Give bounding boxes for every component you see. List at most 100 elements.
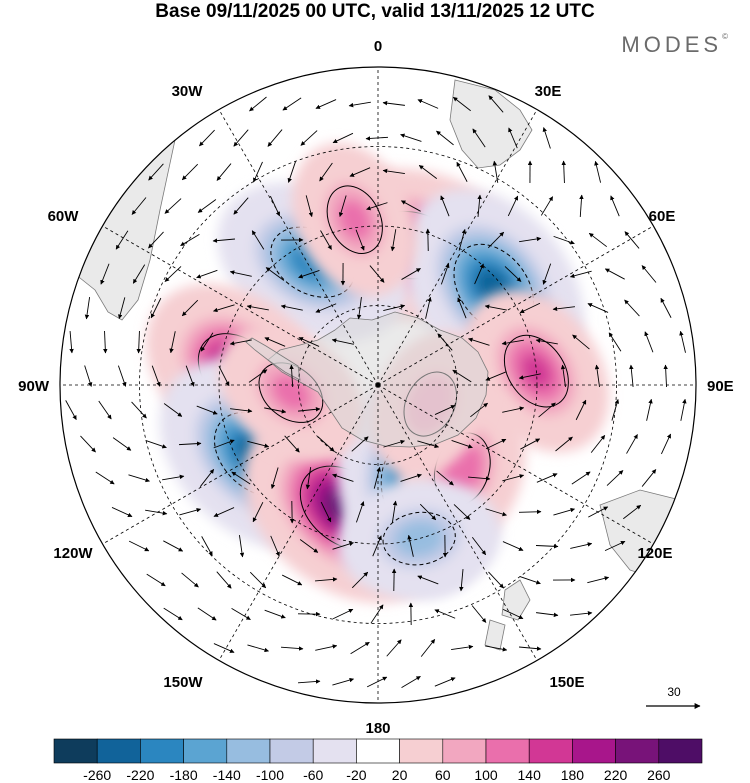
wind-vector bbox=[315, 644, 338, 651]
wind-vector bbox=[680, 398, 687, 421]
wind-vector bbox=[519, 236, 542, 243]
wind-vector bbox=[213, 304, 235, 313]
wind-vector bbox=[660, 297, 672, 318]
wind-vector bbox=[180, 233, 200, 247]
wind-vector bbox=[216, 571, 232, 589]
lon-label-0: 0 bbox=[374, 38, 382, 55]
wind-vector bbox=[485, 371, 507, 381]
wind-vector bbox=[300, 130, 318, 146]
wind-vector bbox=[350, 641, 370, 655]
wind-vector bbox=[199, 129, 215, 147]
wind-vector bbox=[570, 611, 593, 616]
colorbar-tick-label: -20 bbox=[346, 767, 366, 783]
wind-vector bbox=[542, 127, 551, 149]
wind-vector bbox=[401, 268, 421, 280]
wind-vector bbox=[519, 646, 542, 651]
wind-vector bbox=[213, 507, 235, 517]
wind-vector bbox=[370, 604, 384, 624]
colorbar: -260 -220 -180 -140 -100 -60 -20 20 60 100 140 180 2… bbox=[53, 738, 703, 783]
wind-vector bbox=[679, 330, 686, 353]
wind-vector bbox=[80, 435, 96, 453]
wind-vector bbox=[355, 229, 365, 251]
wind-vector bbox=[284, 435, 300, 453]
wind-vector bbox=[468, 476, 491, 481]
colorbar-swatch bbox=[658, 738, 703, 764]
wind-vector bbox=[372, 535, 382, 557]
wind-vector bbox=[434, 609, 456, 619]
wind-vector bbox=[456, 161, 468, 182]
wind-vector bbox=[383, 439, 405, 448]
wind-vector bbox=[213, 439, 235, 449]
wind-vector bbox=[425, 296, 432, 319]
wind-vector bbox=[588, 232, 608, 248]
wind-vector bbox=[332, 473, 354, 482]
wind-vector bbox=[84, 297, 91, 320]
wind-vector bbox=[502, 608, 524, 620]
wind-vector bbox=[535, 338, 558, 345]
colorbar-swatch bbox=[312, 738, 357, 764]
wind-vector bbox=[128, 540, 150, 552]
wind-vectors bbox=[65, 95, 687, 688]
new-zealand-landmass bbox=[484, 579, 531, 651]
wind-vector bbox=[434, 677, 456, 687]
wind-vector bbox=[251, 230, 265, 250]
wind-vector bbox=[351, 436, 369, 452]
wind-vector bbox=[437, 333, 453, 351]
wind-vector bbox=[178, 441, 202, 446]
wind-vector bbox=[535, 544, 559, 549]
wind-vector bbox=[299, 539, 319, 553]
colorbar-swatch bbox=[96, 738, 141, 764]
wind-vector bbox=[623, 504, 642, 520]
meridian-line bbox=[377, 109, 538, 386]
wind-vector bbox=[561, 160, 566, 184]
wind-vector bbox=[518, 509, 542, 515]
wind-vector bbox=[213, 643, 235, 653]
wind-vector bbox=[265, 267, 285, 281]
wind-vector bbox=[118, 297, 126, 320]
wind-vector bbox=[281, 574, 303, 586]
wind-vector bbox=[400, 133, 422, 142]
wind-vector bbox=[519, 302, 541, 314]
wind-vector bbox=[373, 466, 381, 489]
wind-vector bbox=[571, 471, 591, 485]
colorbar-tick-label: 60 bbox=[435, 767, 451, 783]
lon-label-90e: 90E bbox=[707, 378, 734, 395]
wind-vector bbox=[502, 406, 525, 413]
wind-vector bbox=[169, 331, 176, 354]
wind-vector bbox=[128, 474, 150, 483]
wind-vector bbox=[115, 230, 129, 250]
wind-vector bbox=[146, 573, 166, 587]
wind-vector bbox=[553, 235, 575, 245]
wind-vector bbox=[390, 229, 397, 252]
wind-vector bbox=[269, 195, 281, 217]
wind-vector bbox=[248, 369, 268, 383]
wind-vector bbox=[472, 128, 486, 148]
wind-vector bbox=[587, 576, 610, 584]
wind-vector bbox=[660, 433, 672, 455]
wind-vector bbox=[229, 270, 252, 277]
wind-vector bbox=[212, 238, 235, 243]
vector-reference-key: 30 bbox=[646, 685, 701, 709]
wind-vector bbox=[485, 438, 507, 450]
wind-vector bbox=[590, 435, 606, 453]
wind-vector bbox=[112, 437, 132, 451]
wind-vector bbox=[131, 197, 147, 215]
wind-vector bbox=[247, 644, 269, 653]
wind-vector bbox=[401, 676, 421, 688]
wind-vector bbox=[317, 436, 335, 452]
wind-vector bbox=[320, 501, 332, 523]
wind-vector bbox=[400, 473, 422, 482]
colorbar-swatch bbox=[528, 738, 573, 764]
wind-vector bbox=[419, 503, 437, 521]
wind-vector bbox=[626, 434, 638, 454]
wind-vector bbox=[162, 474, 185, 481]
wind-vector bbox=[246, 304, 269, 311]
latitude-circle bbox=[139, 146, 617, 624]
wind-vector bbox=[132, 264, 146, 284]
wind-vector bbox=[151, 365, 161, 387]
wind-vector bbox=[569, 270, 592, 278]
wind-vector bbox=[579, 194, 584, 218]
wind-vector bbox=[164, 198, 182, 214]
wind-vector bbox=[117, 365, 127, 387]
wind-vector bbox=[264, 407, 287, 414]
